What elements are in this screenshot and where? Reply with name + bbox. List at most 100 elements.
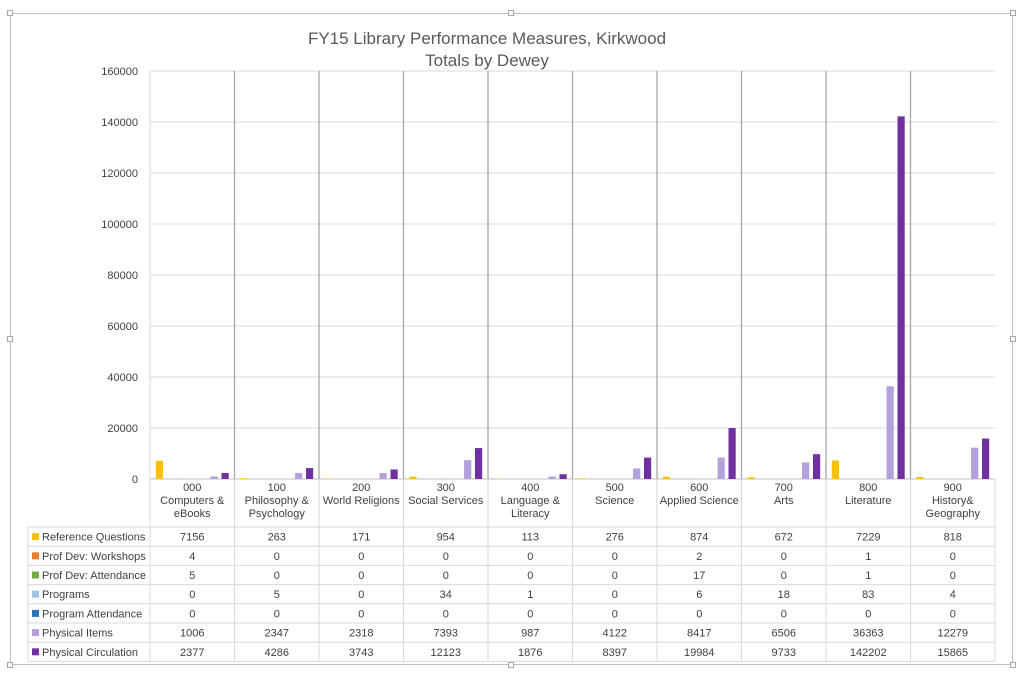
category-label: Language &	[501, 495, 561, 507]
y-tick-label: 20000	[107, 423, 138, 435]
data-label: 5	[274, 589, 280, 601]
data-label: 0	[443, 570, 449, 582]
bar	[464, 460, 472, 479]
y-tick-label: 0	[132, 474, 138, 486]
category-label: 500	[606, 482, 624, 494]
bar	[831, 460, 839, 479]
category-label: 200	[352, 482, 370, 494]
bar	[971, 447, 979, 479]
data-label: 0	[527, 551, 533, 563]
resize-handle-right[interactable]	[1010, 336, 1016, 342]
series-name: Physical Circulation	[42, 647, 138, 659]
category-label: Literacy	[511, 508, 550, 520]
category-label: 000	[183, 482, 201, 494]
data-label: 17	[693, 570, 705, 582]
resize-handle-bottom-right[interactable]	[1010, 662, 1016, 668]
series-name: Prof Dev: Workshops	[42, 551, 146, 563]
data-label: 171	[352, 532, 370, 544]
bar	[155, 460, 163, 479]
data-label: 142202	[850, 647, 887, 659]
data-label: 0	[781, 551, 787, 563]
data-label: 19984	[684, 647, 715, 659]
bar	[728, 428, 736, 479]
data-label: 4286	[265, 647, 289, 659]
data-label: 0	[950, 551, 956, 563]
data-label: 0	[612, 608, 618, 620]
bar	[578, 478, 586, 479]
data-label: 874	[690, 532, 708, 544]
bar	[379, 473, 387, 479]
bar	[240, 478, 248, 479]
legend-key	[32, 552, 39, 560]
bar	[295, 473, 303, 479]
data-label: 0	[612, 551, 618, 563]
data-label: 0	[950, 608, 956, 620]
resize-handle-left[interactable]	[7, 336, 13, 342]
data-label: 8397	[603, 647, 627, 659]
data-label: 0	[527, 570, 533, 582]
data-label: 0	[950, 570, 956, 582]
y-tick-label: 80000	[107, 270, 138, 282]
bar	[886, 386, 894, 479]
category-label: 300	[437, 482, 455, 494]
bar	[390, 469, 398, 479]
data-label: 2377	[180, 647, 204, 659]
y-tick-label: 60000	[107, 321, 138, 333]
data-label: 18	[778, 589, 790, 601]
data-label: 0	[358, 551, 364, 563]
bar	[982, 438, 990, 479]
data-label: 7156	[180, 532, 204, 544]
data-label: 1	[865, 570, 871, 582]
data-label: 0	[274, 570, 280, 582]
data-label: 0	[189, 589, 195, 601]
data-label: 0	[696, 608, 702, 620]
data-label: 1876	[518, 647, 542, 659]
data-label: 3743	[349, 647, 373, 659]
resize-handle-bottom-left[interactable]	[7, 662, 13, 668]
bar	[210, 476, 218, 479]
data-label: 4	[189, 551, 195, 563]
data-table: Reference Questions 7156 263 171 954 113 276 87…	[27, 479, 996, 662]
legend-key	[32, 533, 39, 541]
bar	[221, 472, 229, 479]
category-label: History&	[932, 495, 974, 507]
data-label: 8417	[687, 628, 711, 640]
category-label: 700	[775, 482, 793, 494]
series-name: Program Attendance	[42, 608, 142, 620]
category-separators	[149, 71, 912, 479]
data-label: 2	[696, 551, 702, 563]
data-label: 0	[274, 608, 280, 620]
category-label: Social Services	[408, 495, 484, 507]
resize-handle-top-left[interactable]	[7, 10, 13, 16]
category-label: 400	[521, 482, 539, 494]
data-label: 7393	[434, 628, 458, 640]
y-tick-label: 140000	[101, 117, 138, 129]
bars	[155, 116, 990, 480]
bar	[306, 468, 314, 479]
data-label: 7229	[856, 532, 880, 544]
data-label: 113	[521, 532, 539, 544]
category-label: Psychology	[249, 508, 306, 520]
data-label: 6506	[772, 628, 796, 640]
data-label: 0	[189, 608, 195, 620]
bar	[662, 476, 670, 479]
legend-key	[32, 609, 39, 617]
bar	[633, 468, 641, 479]
bar	[802, 462, 810, 479]
data-label: 263	[268, 532, 286, 544]
category-label: Science	[595, 495, 634, 507]
bar	[559, 474, 567, 479]
data-label: 1006	[180, 628, 204, 640]
chart-subtitle: Totals by Dewey	[425, 51, 549, 70]
bar	[916, 476, 924, 479]
category-label: 600	[690, 482, 708, 494]
data-label: 4	[950, 589, 956, 601]
resize-handle-bottom[interactable]	[508, 662, 514, 668]
resize-handle-top-right[interactable]	[1010, 10, 1016, 16]
y-tick-label: 100000	[101, 219, 138, 231]
data-label: 0	[612, 589, 618, 601]
legend-key	[32, 648, 39, 656]
data-label: 0	[358, 589, 364, 601]
resize-handle-top[interactable]	[508, 10, 514, 16]
category-label: Computers &	[160, 495, 225, 507]
